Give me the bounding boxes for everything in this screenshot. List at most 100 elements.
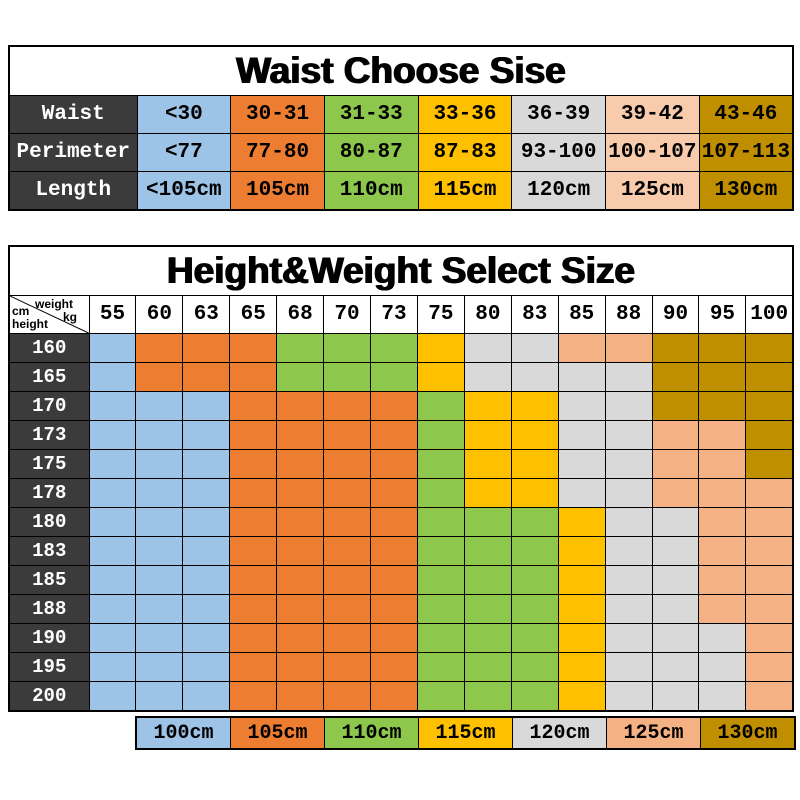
size-cell	[745, 565, 794, 595]
height-header-cell: 175	[8, 449, 90, 479]
size-cell	[182, 449, 231, 479]
waist-cell: 39-42	[605, 95, 700, 134]
size-table-row: 170	[8, 391, 794, 421]
size-cell	[698, 623, 747, 653]
size-cell	[276, 391, 325, 421]
size-cell	[323, 536, 372, 566]
legend-item: 115cm	[418, 718, 512, 748]
size-cell	[651, 565, 700, 595]
legend-item: 105cm	[230, 718, 324, 748]
size-cell	[370, 333, 418, 363]
size-cell	[557, 536, 606, 566]
waist-cell: 105cm	[230, 171, 325, 211]
size-cell	[370, 565, 418, 595]
size-cell	[416, 681, 465, 712]
weight-header-cell: 60	[135, 295, 184, 334]
size-cell	[229, 681, 278, 712]
size-cell	[323, 362, 372, 392]
size-table-row: 180	[8, 507, 794, 537]
size-cell	[370, 652, 418, 682]
size-cell	[229, 565, 278, 595]
size-cell	[323, 565, 372, 595]
legend-item: 130cm	[700, 718, 794, 748]
size-cell	[745, 391, 794, 421]
weight-header-cell: 80	[463, 295, 512, 334]
size-cell	[323, 507, 372, 537]
waist-cell: 115cm	[417, 171, 513, 211]
size-cell	[182, 565, 231, 595]
size-cell	[323, 594, 372, 624]
weight-header-cell: 88	[604, 295, 653, 334]
size-cell	[604, 420, 653, 450]
size-cell	[557, 420, 606, 450]
waist-cell: 77-80	[230, 133, 325, 172]
size-cell	[229, 420, 278, 450]
size-cell	[323, 333, 372, 363]
size-cell	[651, 391, 700, 421]
size-cell	[416, 536, 465, 566]
size-cell	[276, 449, 325, 479]
size-cell	[463, 594, 512, 624]
weight-header-row: weight kg cm height 55 60 63 65 68 70 73 75 80 83…	[8, 295, 794, 334]
size-cell	[604, 507, 653, 537]
size-cell	[463, 652, 512, 682]
corner-row-label: height	[12, 317, 48, 331]
size-table-row: 160	[8, 333, 794, 363]
size-cell	[557, 594, 606, 624]
size-cell	[651, 681, 700, 712]
waist-table: Waist Choose Sise Waist <30 30-31 31-33 33-3…	[8, 45, 794, 211]
size-cell	[323, 449, 372, 479]
size-cell	[135, 652, 184, 682]
waist-cell: <105cm	[136, 171, 232, 211]
size-cell	[651, 594, 700, 624]
size-cell	[182, 536, 231, 566]
size-cell	[745, 623, 794, 653]
waist-cell: 130cm	[698, 171, 794, 211]
size-cell	[88, 681, 137, 712]
size-cell	[698, 594, 747, 624]
size-cell	[229, 623, 278, 653]
size-title-row: Height&Weight Select Size	[8, 245, 794, 296]
size-cell	[463, 681, 512, 712]
size-cell	[510, 333, 559, 363]
size-cell	[745, 478, 794, 508]
size-cell	[557, 652, 606, 682]
size-cell	[323, 623, 372, 653]
waist-cell: 87-83	[417, 133, 513, 172]
size-cell	[370, 449, 418, 479]
size-cell	[416, 652, 465, 682]
size-cell	[604, 652, 653, 682]
size-cell	[463, 391, 512, 421]
size-cell	[88, 449, 137, 479]
size-cell	[88, 536, 137, 566]
size-cell	[557, 478, 606, 508]
size-cell	[510, 449, 559, 479]
size-cell	[370, 362, 418, 392]
size-cell	[698, 362, 747, 392]
waist-cell: <77	[136, 133, 232, 172]
waist-table-row: Perimeter <77 77-80 80-87 87-83 93-100 100-107…	[8, 133, 794, 172]
size-cell	[651, 362, 700, 392]
waist-title-row: Waist Choose Sise	[8, 45, 794, 96]
size-cell	[463, 449, 512, 479]
size-cell	[88, 333, 137, 363]
size-cell	[510, 507, 559, 537]
diagonal-divider-icon	[10, 296, 88, 333]
size-cell	[323, 478, 372, 508]
size-cell	[651, 507, 700, 537]
waist-cell: 80-87	[323, 133, 419, 172]
size-cell	[651, 420, 700, 450]
size-cell	[182, 362, 231, 392]
size-cell	[557, 507, 606, 537]
height-header-cell: 190	[8, 623, 90, 653]
size-cell	[370, 681, 418, 712]
weight-header-cell: 90	[651, 295, 700, 334]
size-cell	[745, 507, 794, 537]
size-cell	[182, 594, 231, 624]
size-cell	[276, 652, 325, 682]
size-table-row: 175	[8, 449, 794, 479]
size-cell	[463, 420, 512, 450]
size-cell	[323, 681, 372, 712]
size-cell	[510, 594, 559, 624]
waist-table-row: Length <105cm 105cm 110cm 115cm 120cm 125cm 130…	[8, 171, 794, 211]
